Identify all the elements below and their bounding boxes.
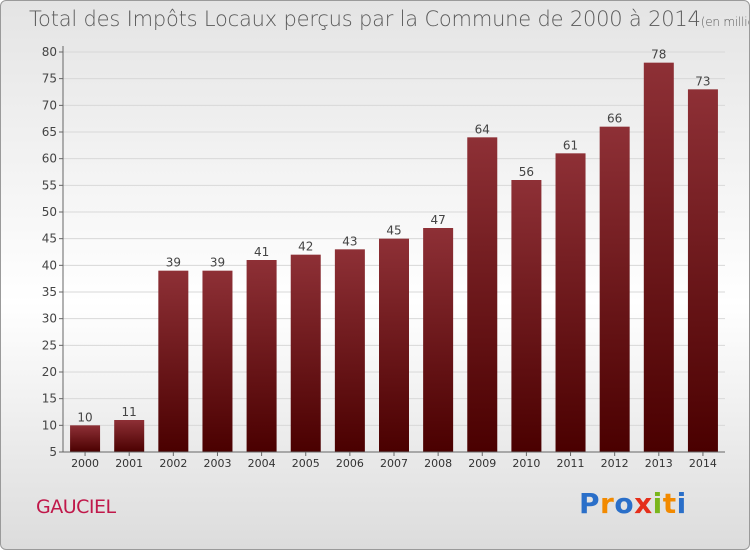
x-tick-label-2014: 2014 bbox=[689, 457, 717, 470]
x-tick-label-2004: 2004 bbox=[248, 457, 276, 470]
value-label-2012: 66 bbox=[607, 112, 622, 126]
value-label-2010: 56 bbox=[519, 165, 534, 179]
y-tick-label: 10 bbox=[42, 418, 57, 432]
x-tick-label-2003: 2003 bbox=[203, 457, 231, 470]
commune-name: GAUCIEL bbox=[36, 496, 116, 518]
value-label-2002: 39 bbox=[166, 256, 181, 270]
y-tick-label: 20 bbox=[42, 365, 57, 379]
x-tick-label-2002: 2002 bbox=[159, 457, 187, 470]
y-tick-label: 50 bbox=[42, 205, 57, 219]
y-tick-label: 60 bbox=[42, 152, 57, 166]
x-tick-label-2012: 2012 bbox=[601, 457, 629, 470]
y-tick-label: 15 bbox=[42, 392, 57, 406]
value-label-2006: 43 bbox=[342, 234, 357, 248]
logo-letter: o bbox=[614, 487, 635, 520]
bar-2008 bbox=[423, 228, 454, 452]
bar-2004 bbox=[246, 260, 277, 452]
y-tick-label: 75 bbox=[42, 72, 57, 86]
bar-2012 bbox=[599, 126, 630, 453]
y-tick-label: 55 bbox=[42, 178, 57, 192]
bar-2006 bbox=[334, 249, 365, 452]
chart-title: Total des Impôts Locaux perçus par la Co… bbox=[29, 7, 749, 31]
bar-2010 bbox=[511, 180, 542, 452]
bar-2013 bbox=[643, 62, 674, 453]
bar-2005 bbox=[290, 254, 321, 452]
value-label-2000: 10 bbox=[77, 410, 92, 424]
logo-letter: i bbox=[652, 487, 663, 520]
bar-2011 bbox=[555, 153, 586, 453]
value-label-2014: 73 bbox=[695, 74, 710, 88]
logo-letter: t bbox=[662, 487, 677, 520]
bar-2014 bbox=[687, 89, 718, 452]
bar-2003 bbox=[202, 270, 233, 452]
x-tick-label-2007: 2007 bbox=[380, 457, 408, 470]
proxiti-logo[interactable]: Proxiti bbox=[579, 487, 687, 520]
bar-2002 bbox=[158, 270, 189, 452]
y-tick-label: 35 bbox=[42, 285, 57, 299]
y-tick-label: 25 bbox=[42, 338, 57, 352]
x-tick-label-2008: 2008 bbox=[424, 457, 452, 470]
x-tick-label-2005: 2005 bbox=[292, 457, 320, 470]
logo-letter: i bbox=[676, 487, 687, 520]
bar-2007 bbox=[379, 238, 409, 452]
logo-letter: P bbox=[579, 487, 601, 520]
y-tick-label: 40 bbox=[42, 258, 57, 272]
axes: 5 10 15 20 25 30 35 40 45 50 55 60 65 70 75 80 2000 2001 2… bbox=[42, 45, 725, 470]
bars: 10 11 39 39 41 42 43 45 47 64 56 61 66 78 73 bbox=[70, 48, 718, 453]
value-label-2003: 39 bbox=[210, 256, 225, 270]
x-tick-label-2006: 2006 bbox=[336, 457, 364, 470]
x-tick-label-2010: 2010 bbox=[512, 457, 540, 470]
y-tick-label: 80 bbox=[42, 45, 57, 59]
value-label-2001: 11 bbox=[122, 405, 137, 419]
chart-title-text: Total des Impôts Locaux perçus par la Co… bbox=[29, 7, 701, 31]
x-tick-label-2001: 2001 bbox=[115, 457, 143, 470]
bar-2000 bbox=[70, 425, 101, 452]
value-label-2011: 61 bbox=[563, 138, 578, 152]
x-tick-label-2000: 2000 bbox=[71, 457, 99, 470]
value-label-2004: 41 bbox=[254, 245, 269, 259]
y-tick-label: 45 bbox=[42, 232, 57, 246]
x-tick-label-2013: 2013 bbox=[645, 457, 673, 470]
y-tick-label: 30 bbox=[42, 312, 57, 326]
value-label-2013: 78 bbox=[651, 48, 666, 62]
bar-2009 bbox=[467, 137, 498, 453]
logo-letter: x bbox=[634, 487, 653, 520]
x-tick-label-2011: 2011 bbox=[557, 457, 585, 470]
value-label-2007: 45 bbox=[386, 224, 401, 238]
value-label-2009: 64 bbox=[475, 122, 490, 136]
y-tick-label: 70 bbox=[42, 98, 57, 112]
y-tick-label: 5 bbox=[49, 445, 57, 459]
chart-title-unit: (en milliers d'€) bbox=[700, 15, 749, 29]
bar-2001 bbox=[114, 420, 145, 452]
value-label-2005: 42 bbox=[298, 240, 313, 254]
x-tick-label-2009: 2009 bbox=[468, 457, 496, 470]
value-label-2008: 47 bbox=[430, 213, 445, 227]
y-tick-label: 65 bbox=[42, 125, 57, 139]
logo-letter: r bbox=[600, 487, 615, 520]
